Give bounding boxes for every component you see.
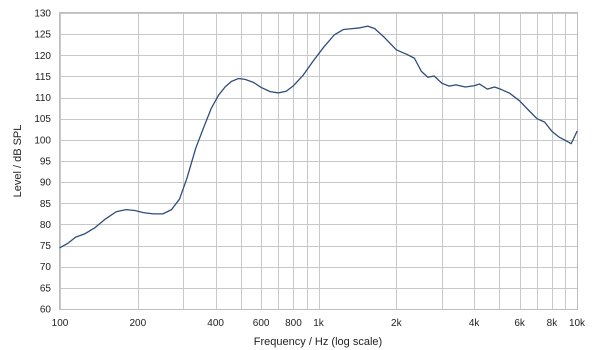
y-tick-label: 110 [35,93,51,104]
y-tick-label: 100 [34,135,51,146]
x-tick-label: 8k [547,318,559,329]
x-tick-label: 400 [207,318,224,329]
y-tick-label: 120 [34,51,51,62]
y-tick-label: 90 [40,178,52,189]
plot-area-frame [59,12,578,310]
series-layer [59,25,578,249]
x-tick-label: 4k [469,318,481,329]
x-tick-label: 2k [391,318,403,329]
y-tick-label: 70 [40,262,52,273]
y-tick-label: 125 [34,30,51,41]
y-tick-labels: 60 65 70 75 80 85 90 95 100 105 110 115 120 125 130 [34,9,51,316]
x-tick-label: 10k [569,318,586,329]
y-tick-label: 95 [40,157,52,168]
x-axis-label: Frequency / Hz (log scale) [254,336,382,348]
x-tick-labels: 100 200 400 600 800 1k 2k 4k 6k 8k 10k [52,318,586,329]
x-tick-label: 6k [514,318,526,329]
x-tick-label: 600 [253,318,270,329]
y-tick-label: 85 [40,199,52,210]
x-tick-label: 800 [285,318,302,329]
series-line [59,25,578,249]
y-tick-label: 65 [40,283,52,294]
y-tick-label: 75 [40,241,52,252]
x-tick-label: 1k [313,318,325,329]
y-tick-label: 60 [40,305,52,316]
y-tick-label: 130 [34,9,51,20]
y-axis-label: Level / dB SPL [12,125,24,198]
x-tick-label: 100 [52,318,69,329]
y-tick-label: 80 [40,220,52,231]
y-tick-label: 115 [35,72,51,83]
grid [60,13,578,310]
y-tick-label: 105 [34,114,51,125]
x-tick-label: 200 [129,318,146,329]
